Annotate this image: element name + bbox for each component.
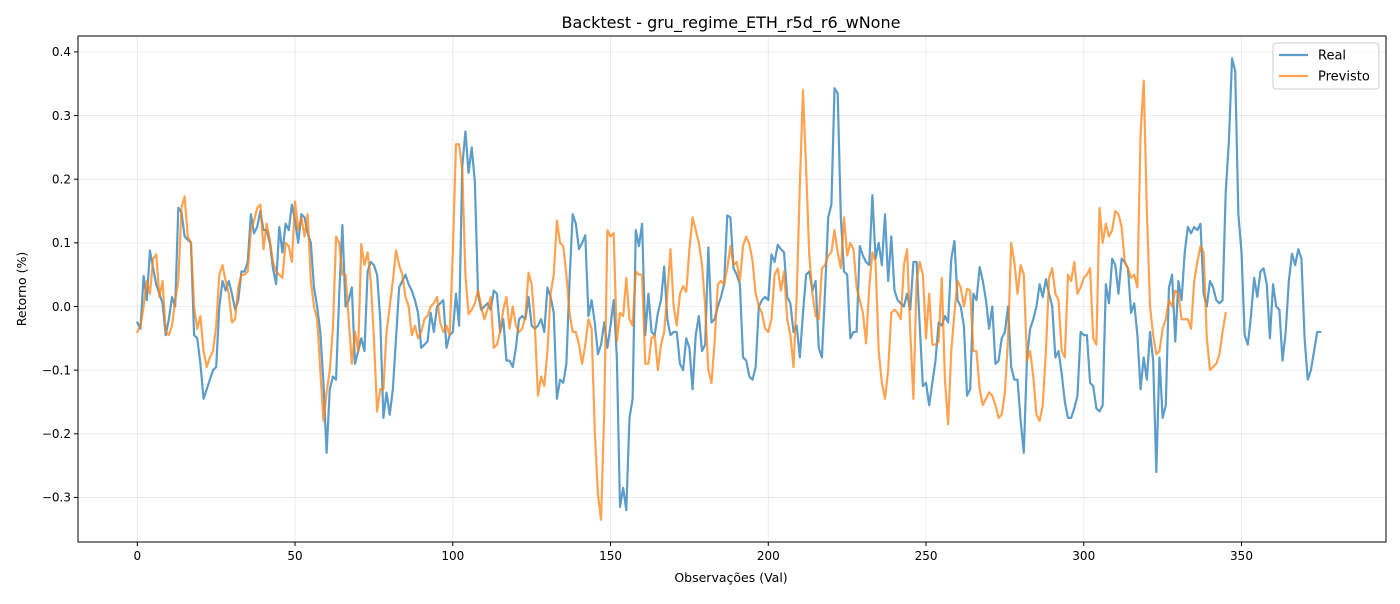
series-line-real [136,57,1322,512]
x-tick-label: 350 [1230,549,1253,563]
y-tick-label: −0.3 [42,491,71,505]
y-axis-label: Retorno (%) [14,252,29,326]
y-tick-label: 0.3 [52,109,71,123]
y-tick-label: 0.2 [52,173,71,187]
x-tick-label: 0 [133,549,141,563]
y-tick-label: −0.2 [42,427,71,441]
x-axis-label: Observações (Val) [674,570,787,585]
y-tick-label: −0.1 [42,363,71,377]
y-axis-ticks: −0.3 −0.2 −0.1 0.0 0.1 0.2 0.3 0.4 [42,45,78,505]
series-lines [136,57,1322,521]
series-line-previsto [136,79,1227,521]
x-tick-label: 100 [441,549,464,563]
plot-frame [77,35,1387,543]
y-tick-label: 0.0 [52,300,71,314]
x-axis-ticks: 0 50 100 150 200 250 300 350 [133,542,1253,563]
x-tick-label: 50 [287,549,302,563]
x-tick-label: 250 [915,549,938,563]
y-tick-label: 0.1 [52,236,71,250]
legend: Real Previsto [1272,42,1380,90]
legend-label-previsto: Previsto [1318,70,1370,85]
x-tick-label: 200 [757,549,780,563]
y-tick-label: 0.4 [52,45,71,59]
x-tick-label: 300 [1072,549,1095,563]
x-tick-label: 150 [599,549,622,563]
legend-label-real: Real [1318,49,1346,64]
chart-title: Backtest - gru_regime_ETH_r5d_r6_wNone [562,13,901,33]
